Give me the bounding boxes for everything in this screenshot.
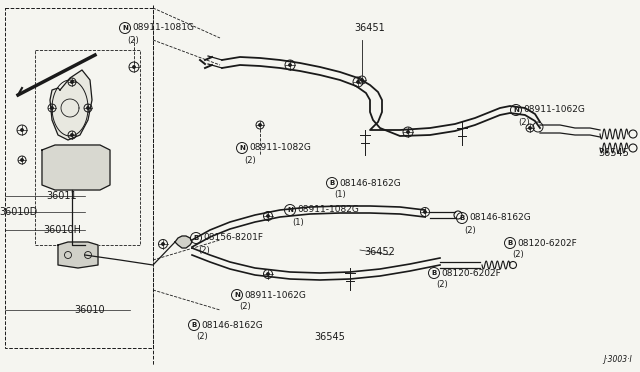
Text: B: B (191, 322, 196, 328)
Text: 08156-8201F: 08156-8201F (204, 234, 264, 243)
Circle shape (361, 79, 364, 81)
Text: N: N (122, 25, 128, 31)
Text: B: B (508, 240, 513, 246)
Text: (2): (2) (464, 225, 476, 234)
Text: 08146-8162G: 08146-8162G (339, 179, 401, 187)
Text: (2): (2) (244, 155, 256, 164)
Polygon shape (58, 242, 98, 268)
Circle shape (162, 243, 164, 245)
Text: 36010: 36010 (75, 305, 106, 315)
Circle shape (87, 107, 89, 109)
Polygon shape (175, 236, 192, 248)
Text: N: N (239, 145, 245, 151)
Circle shape (20, 159, 23, 161)
Circle shape (289, 64, 291, 66)
Text: (2): (2) (198, 246, 210, 254)
Text: 08911-1062G: 08911-1062G (524, 106, 586, 115)
Text: (1): (1) (334, 190, 346, 199)
Text: J·3003·I: J·3003·I (604, 355, 632, 364)
Text: 08911-1062G: 08911-1062G (244, 291, 307, 299)
Circle shape (20, 129, 23, 131)
Circle shape (407, 131, 409, 133)
Text: N: N (234, 292, 240, 298)
Text: 08911-1082G: 08911-1082G (250, 144, 312, 153)
Text: B: B (431, 270, 436, 276)
Text: 08120-6202F: 08120-6202F (518, 238, 577, 247)
Text: 36545: 36545 (598, 148, 629, 158)
Text: B: B (193, 235, 198, 241)
Circle shape (267, 215, 269, 217)
Circle shape (259, 124, 261, 126)
Text: N: N (513, 107, 519, 113)
Text: 36011: 36011 (47, 191, 77, 201)
Bar (5, 8, 153, 348)
Text: 36451: 36451 (355, 23, 385, 33)
Polygon shape (50, 70, 92, 140)
Text: (2): (2) (512, 250, 524, 260)
Text: (2): (2) (127, 35, 139, 45)
Text: 36545: 36545 (315, 332, 346, 342)
Text: B: B (330, 180, 335, 186)
Text: B: B (460, 215, 465, 221)
Circle shape (133, 66, 135, 68)
Text: (1): (1) (292, 218, 304, 227)
Circle shape (357, 81, 359, 83)
Text: 08146-8162G: 08146-8162G (202, 321, 263, 330)
Text: 08120-6202F: 08120-6202F (442, 269, 501, 278)
Text: 08146-8162G: 08146-8162G (470, 214, 531, 222)
Text: 36010D: 36010D (0, 207, 37, 217)
Circle shape (424, 211, 426, 213)
Text: (2): (2) (239, 302, 251, 311)
Text: 08911-1082G: 08911-1082G (298, 205, 360, 215)
Circle shape (71, 81, 73, 83)
Circle shape (71, 134, 73, 136)
Text: 36010H: 36010H (43, 225, 81, 235)
Circle shape (529, 127, 531, 129)
Text: (2): (2) (196, 333, 208, 341)
Circle shape (51, 107, 53, 109)
Bar (35, 50, 140, 245)
Text: 36452: 36452 (365, 247, 396, 257)
Text: N: N (287, 207, 293, 213)
Text: 08911-1081G: 08911-1081G (132, 23, 195, 32)
Text: (2): (2) (436, 280, 448, 289)
Polygon shape (42, 145, 110, 190)
Text: (2): (2) (518, 118, 530, 126)
Circle shape (267, 273, 269, 275)
